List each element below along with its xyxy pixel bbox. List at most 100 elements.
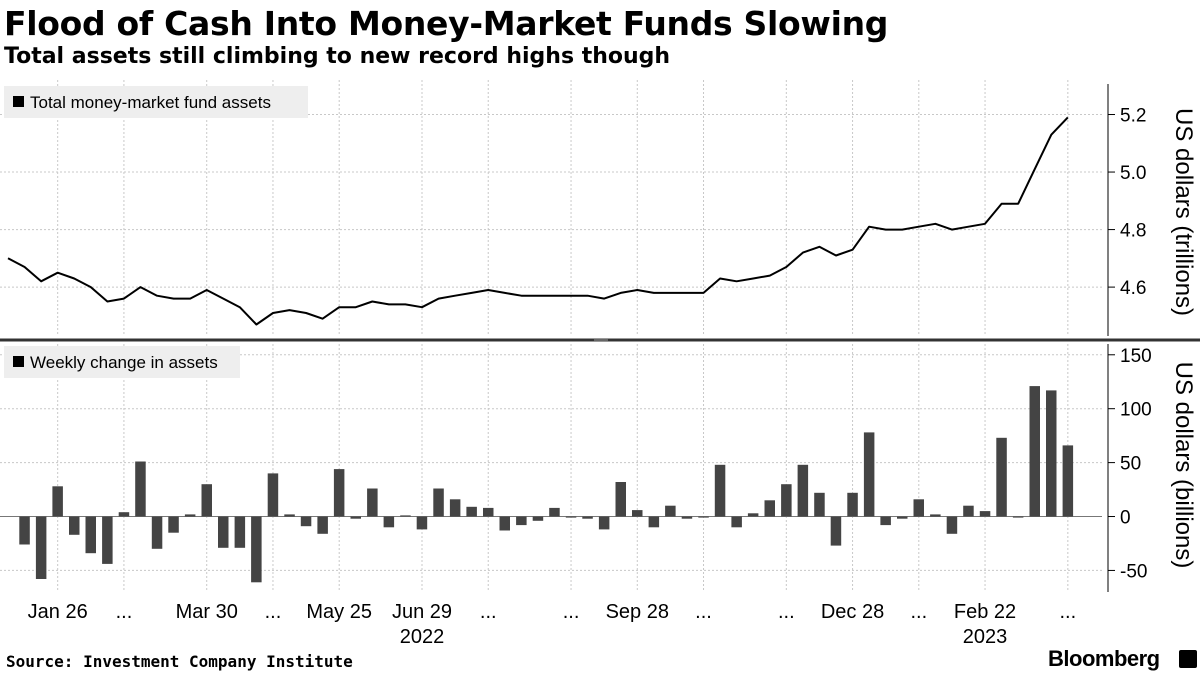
bar-weekly-change <box>52 486 63 517</box>
y-tick-label: 5.0 <box>1120 163 1146 184</box>
bar-weekly-change <box>1012 516 1024 518</box>
x-tick-label: Jun 29 <box>392 601 452 623</box>
x-tick-label: Jan 26 <box>28 601 88 623</box>
bar-weekly-change <box>830 516 842 546</box>
legend-bar-box <box>4 346 240 378</box>
x-tick-label: ... <box>695 601 712 623</box>
legend-bar-label: Weekly change in assets <box>30 353 218 372</box>
y-tick-label: 4.8 <box>1120 221 1146 242</box>
bar-weekly-change <box>996 437 1007 517</box>
y-tick-label: -50 <box>1120 561 1147 582</box>
bar-weekly-change <box>781 484 792 517</box>
legend-line-swatch <box>13 96 24 107</box>
y-tick-label: 5.2 <box>1120 106 1146 127</box>
bar-weekly-change <box>963 505 974 517</box>
bar-weekly-change <box>632 510 643 517</box>
bar-weekly-change <box>979 511 991 517</box>
x-tick-label: May 25 <box>306 601 372 623</box>
bar-weekly-change <box>367 488 378 517</box>
bar-weekly-change <box>681 516 693 519</box>
bar-weekly-change <box>267 473 279 517</box>
chart-subtitle: Total assets still climbing to new recor… <box>4 44 671 69</box>
bar-weekly-change <box>880 516 891 526</box>
x-tick-label: ... <box>563 601 580 623</box>
chart-title: Flood of Cash Into Money-Market Funds Sl… <box>4 4 889 43</box>
y-tick-label: 150 <box>1120 346 1152 367</box>
bar-weekly-change <box>731 516 742 528</box>
bar-weekly-change <box>714 464 726 517</box>
bar-weekly-change <box>184 514 196 517</box>
x-tick-label: ... <box>1060 601 1077 623</box>
x-tick-label: Mar 30 <box>176 601 238 623</box>
x-tick-label: Dec 28 <box>821 601 884 623</box>
bar-weekly-change <box>1046 390 1057 517</box>
y-axis-title-trillions: US dollars (trillions) <box>1170 108 1197 316</box>
x-tick-label: ... <box>910 601 927 623</box>
x-tick-label: ... <box>480 601 497 623</box>
bar-weekly-change <box>85 516 96 554</box>
bloomberg-logo: Bloomberg <box>1048 646 1160 671</box>
bar-weekly-change <box>930 514 941 517</box>
bar-weekly-change <box>615 482 626 517</box>
series-line-total-assets <box>7 116 1069 326</box>
bar-weekly-change <box>69 516 80 535</box>
bar-weekly-change <box>648 516 660 528</box>
y-tick-label: 100 <box>1120 400 1152 421</box>
legend-line-label: Total money-market fund assets <box>30 93 271 112</box>
bar-weekly-change <box>251 516 262 583</box>
bar-weekly-change <box>168 516 179 533</box>
x-tick-label: Sep 28 <box>606 601 669 623</box>
bar-weekly-change <box>863 432 875 517</box>
bar-weekly-change <box>565 516 577 518</box>
bar-weekly-change <box>913 499 924 517</box>
bar-weekly-change <box>218 516 229 548</box>
y-tick-label: 4.6 <box>1120 278 1146 299</box>
bar-weekly-change <box>764 500 775 517</box>
y-tick-label: 50 <box>1120 454 1141 475</box>
bar-weekly-change <box>1029 386 1040 517</box>
bar-weekly-change <box>300 516 312 527</box>
bar-weekly-change <box>151 516 163 549</box>
bar-weekly-change <box>135 461 146 517</box>
x-tick-label: ... <box>265 601 282 623</box>
bar-weekly-change <box>284 514 295 517</box>
x-year-label: 2023 <box>963 626 1008 648</box>
bar-weekly-change <box>797 464 809 517</box>
bar-weekly-change <box>35 516 47 579</box>
bar-weekly-change <box>516 516 527 526</box>
bar-weekly-change <box>433 488 444 517</box>
legend-line-box <box>4 86 308 118</box>
bar-weekly-change <box>416 516 428 530</box>
bar-weekly-change <box>847 492 858 517</box>
x-tick-label: ... <box>116 601 133 623</box>
bar-weekly-change <box>499 516 510 531</box>
bar-weekly-change <box>102 516 113 564</box>
bar-weekly-change <box>549 507 560 517</box>
bar-weekly-change <box>333 469 345 517</box>
bar-weekly-change <box>532 516 544 521</box>
bar-weekly-change <box>698 516 709 518</box>
bar-weekly-change <box>483 507 494 517</box>
x-tick-label: Feb 22 <box>954 601 1016 623</box>
bar-weekly-change <box>118 512 130 517</box>
bar-weekly-change <box>449 499 461 517</box>
legend-bar-swatch <box>13 356 24 367</box>
bar-weekly-change <box>1062 445 1074 517</box>
bar-weekly-change <box>665 505 676 517</box>
bar-weekly-change <box>234 516 246 548</box>
bar-weekly-change <box>201 484 212 517</box>
bar-weekly-change <box>350 516 361 519</box>
bar-weekly-change <box>383 516 395 528</box>
bar-weekly-change <box>598 516 610 530</box>
bar-weekly-change <box>582 516 593 519</box>
bar-weekly-change <box>317 516 328 534</box>
y-tick-label: 0 <box>1120 508 1131 529</box>
bar-weekly-change <box>897 516 908 519</box>
x-tick-label: ... <box>778 601 795 623</box>
bar-weekly-change <box>814 492 825 517</box>
source-note: Source: Investment Company Institute <box>6 652 353 671</box>
bar-weekly-change <box>946 516 958 534</box>
bloomberg-mark-icon <box>1179 650 1197 668</box>
bar-weekly-change <box>400 515 411 517</box>
